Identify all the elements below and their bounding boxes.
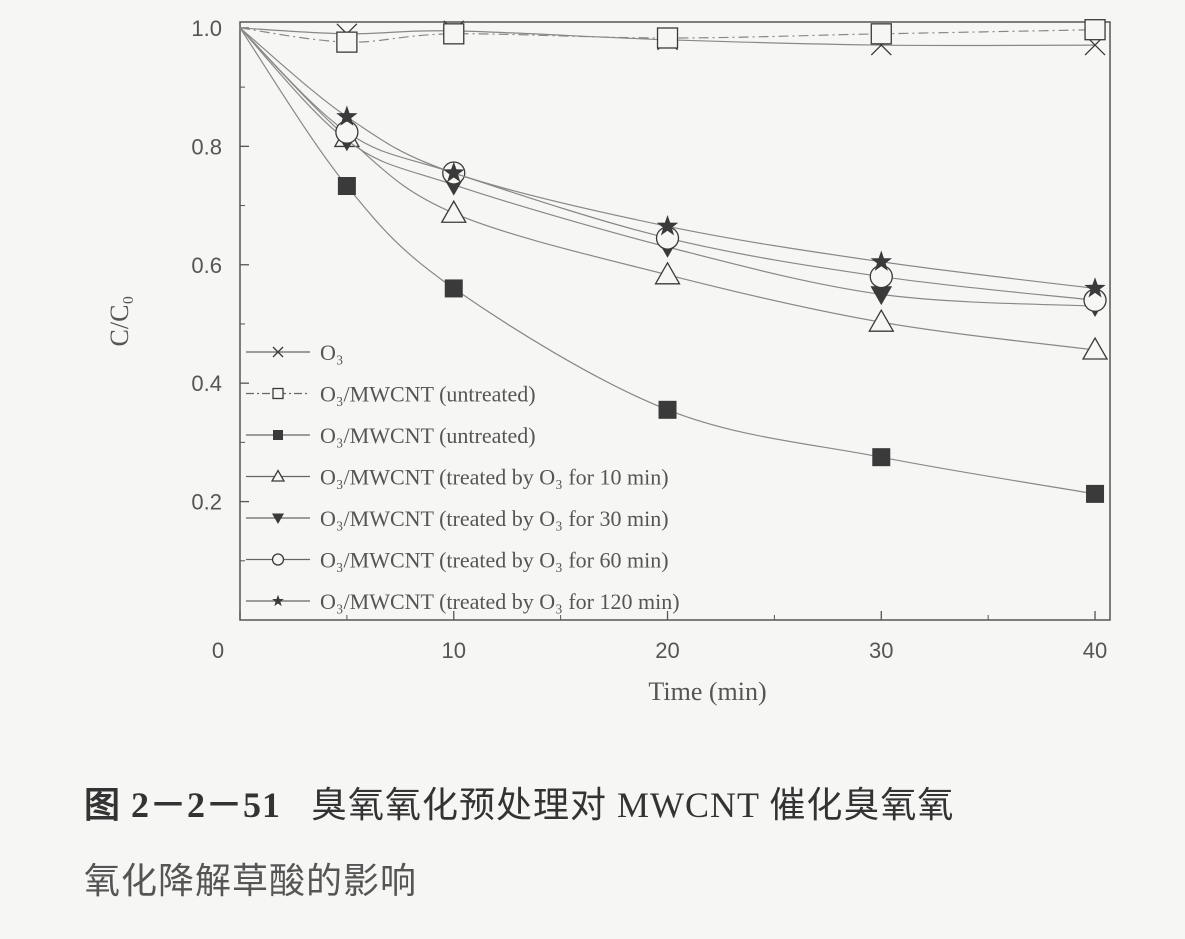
data-point bbox=[335, 120, 359, 144]
data-point bbox=[444, 279, 463, 298]
square-icon bbox=[443, 23, 465, 45]
caption-text-end: 氧 bbox=[917, 785, 955, 825]
series-line bbox=[239, 27, 1096, 495]
data-point bbox=[656, 27, 679, 49]
triangle-icon bbox=[654, 261, 681, 285]
triangle-icon bbox=[440, 199, 467, 223]
data-point bbox=[1081, 336, 1109, 360]
data-point bbox=[869, 264, 893, 289]
legend-marker bbox=[272, 387, 284, 400]
y-tick-label: 0.2 bbox=[191, 490, 222, 515]
series-2 bbox=[239, 27, 1105, 503]
series-5 bbox=[239, 27, 1107, 312]
triangle-icon bbox=[868, 308, 895, 332]
data-point bbox=[443, 161, 465, 183]
y-tick-label: 0.4 bbox=[191, 371, 222, 396]
legend-label: O₃/MWCNT (untreated) bbox=[320, 423, 536, 448]
data-point bbox=[658, 400, 677, 419]
legend-marker bbox=[273, 430, 283, 440]
data-point bbox=[443, 23, 465, 45]
star-icon bbox=[1084, 277, 1106, 298]
square-icon bbox=[336, 31, 358, 53]
data-point bbox=[336, 105, 358, 126]
star-icon bbox=[443, 161, 465, 183]
triangle-icon bbox=[270, 469, 286, 482]
square-icon bbox=[872, 448, 891, 467]
data-point bbox=[872, 448, 891, 467]
star-icon bbox=[870, 250, 892, 271]
legend-marker bbox=[272, 513, 284, 524]
figure-caption-line1: 图 2－2－51 臭氧氧化预处理对 MWCNT 催化臭氧氧 bbox=[84, 776, 954, 828]
star-icon bbox=[656, 215, 679, 236]
square-icon bbox=[444, 279, 463, 298]
legend-label: O₃/MWCNT (untreated) bbox=[320, 382, 536, 407]
x-tick-label: 40 bbox=[1083, 638, 1107, 663]
data-point bbox=[870, 23, 892, 45]
legend-label: O₃/MWCNT (treated by O₃ for 30 min) bbox=[320, 506, 669, 531]
series-line bbox=[239, 27, 1096, 301]
square-icon bbox=[870, 23, 892, 45]
star-icon bbox=[336, 105, 358, 126]
circle-icon bbox=[335, 120, 359, 144]
legend-item: O₃/MWCNT (treated by O₃ for 60 min) bbox=[246, 548, 669, 573]
legend-label: O₃/MWCNT (treated by O₃ for 10 min) bbox=[320, 465, 669, 490]
series-3 bbox=[239, 27, 1109, 360]
circle-icon bbox=[869, 264, 893, 289]
x-tick-label: 10 bbox=[442, 638, 466, 663]
series-1 bbox=[239, 19, 1106, 53]
square-icon bbox=[656, 27, 679, 49]
data-point bbox=[868, 308, 895, 332]
data-point bbox=[870, 286, 893, 306]
y-tick-label: 1.0 bbox=[191, 16, 222, 41]
legend-marker bbox=[272, 346, 284, 358]
legend-marker bbox=[270, 469, 286, 482]
legend-marker bbox=[271, 553, 285, 566]
legend-label: O₃/MWCNT (treated by O₃ for 120 min) bbox=[320, 589, 680, 614]
legend-item: O₃/MWCNT (untreated) bbox=[246, 382, 536, 407]
data-point bbox=[654, 261, 681, 285]
data-point bbox=[870, 250, 892, 271]
triangle-down-icon bbox=[870, 286, 893, 306]
legend-label: O₃/MWCNT (treated by O₃ for 60 min) bbox=[320, 548, 669, 573]
data-point bbox=[1084, 19, 1106, 41]
data-point bbox=[336, 31, 358, 53]
square-icon bbox=[1084, 19, 1106, 41]
legend-item: O₃/MWCNT (untreated) bbox=[246, 423, 536, 448]
circle-icon bbox=[271, 553, 285, 566]
x-tick-label: 0 bbox=[212, 638, 224, 663]
square-icon bbox=[337, 177, 356, 196]
legend-item: O₃/MWCNT (treated by O₃ for 120 min) bbox=[246, 589, 680, 614]
x-tick-label: 20 bbox=[655, 638, 679, 663]
legend-marker bbox=[272, 594, 284, 607]
figure-number: 图 2－2－51 bbox=[84, 785, 282, 825]
triangle-icon bbox=[1081, 336, 1109, 360]
legend-label: O₃ bbox=[320, 340, 344, 365]
y-tick-label: 0.8 bbox=[191, 134, 222, 159]
cross-icon bbox=[272, 346, 284, 358]
x-tick-label: 30 bbox=[869, 638, 893, 663]
square-icon bbox=[273, 430, 283, 440]
square-icon bbox=[272, 387, 284, 400]
figure-caption-line2: 氧化降解草酸的影响 bbox=[84, 861, 418, 901]
data-point bbox=[1086, 484, 1105, 503]
square-icon bbox=[1086, 484, 1105, 503]
square-icon bbox=[658, 400, 677, 419]
plot-frame bbox=[239, 21, 1111, 621]
chart: 0 10 20 30 40 0.2 0.4 0.6 0.8 1.0 Time (min) C/C₀ O₃… bbox=[105, 16, 1111, 706]
triangle-down-icon bbox=[272, 513, 284, 524]
data-point bbox=[440, 199, 467, 223]
star-icon bbox=[272, 594, 284, 607]
data-point bbox=[337, 177, 356, 196]
caption-text: 臭氧氧化预处理对 MWCNT 催化臭氧 bbox=[311, 785, 918, 825]
y-axis-label: C/C₀ bbox=[105, 296, 134, 347]
y-tick-label: 0.6 bbox=[191, 253, 222, 278]
data-point bbox=[656, 215, 679, 236]
series-6 bbox=[239, 27, 1106, 298]
legend-item: O₃/MWCNT (treated by O₃ for 30 min) bbox=[246, 506, 669, 531]
legend-item: O₃/MWCNT (treated by O₃ for 10 min) bbox=[246, 465, 669, 490]
data-point bbox=[1084, 277, 1106, 298]
legend-item: O₃ bbox=[246, 340, 344, 365]
x-axis-label: Time (min) bbox=[648, 677, 766, 706]
